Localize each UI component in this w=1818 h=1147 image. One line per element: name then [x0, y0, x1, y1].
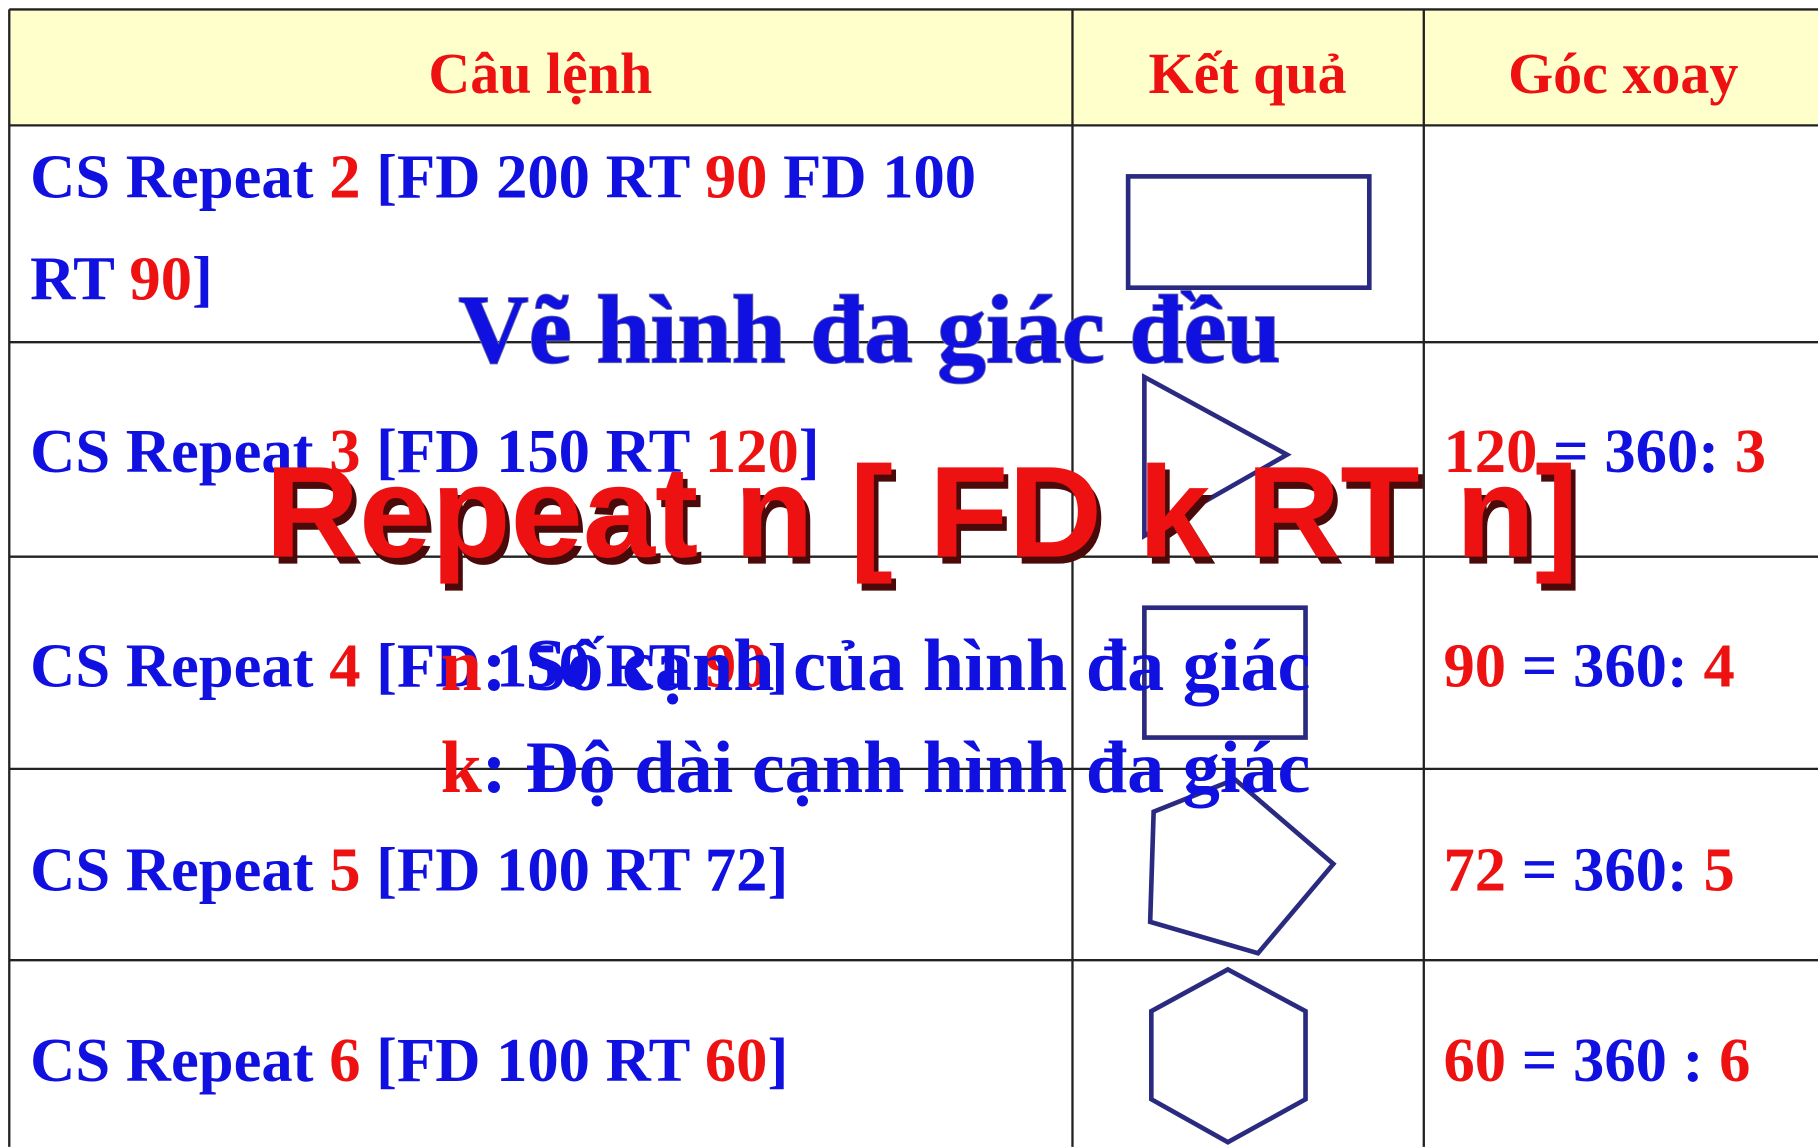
text-segment: CS Repeat — [30, 141, 329, 211]
text-segment: 120 — [705, 416, 799, 486]
angle-cell: 72 = 360: 5 — [1444, 835, 1735, 905]
text-segment: [FD 100 RT — [360, 1025, 704, 1095]
text-segment: FD 100 — [767, 141, 976, 211]
header-cell: Câu lệnh — [428, 41, 652, 106]
rectangle-shape — [1125, 174, 1372, 291]
hexagon-shape — [1149, 966, 1308, 1145]
overlay-note: k: Độ dài cạnh hình đa giác — [441, 727, 1311, 809]
text-segment: RT — [30, 243, 129, 313]
text-segment: CS Repeat — [30, 835, 329, 905]
text-segment: n — [441, 625, 482, 707]
angle-cell: 120 = 360: 3 — [1444, 416, 1767, 486]
angle-cell: 90 = 360: 4 — [1444, 631, 1735, 701]
text-segment: [FD 150 RT — [360, 631, 704, 701]
text-segment: 120 — [1444, 416, 1538, 486]
text-segment: CS Repeat — [30, 416, 329, 486]
command-cell: CS Repeat 4 [FD 150 RT 90] — [30, 631, 788, 701]
text-segment: 60 — [705, 1025, 768, 1095]
text-segment: = 360: — [1506, 835, 1703, 905]
command-cell: RT 90] — [30, 243, 213, 313]
text-segment: 90 — [129, 243, 192, 313]
text-segment: 6 — [329, 1025, 360, 1095]
pentagon-shape — [1147, 776, 1337, 956]
command-cell: CS Repeat 2 [FD 200 RT 90 FD 100 — [30, 141, 976, 211]
text-segment: : Độ dài cạnh hình đa giác — [482, 727, 1311, 809]
text-segment: [FD 150 RT — [360, 416, 704, 486]
text-segment: = 360: — [1506, 631, 1703, 701]
text-segment: 5 — [1703, 835, 1734, 905]
header-cell: Kết quả — [1149, 41, 1347, 106]
text-segment: 2 — [329, 141, 360, 211]
text-segment: : Số cạnh của hình đa giác — [482, 625, 1311, 707]
formula-shadow: Repeat n [ FD k RT n] — [270, 446, 1583, 592]
text-segment: 3 — [1735, 416, 1766, 486]
text-segment: 90 — [705, 141, 768, 211]
text-segment: 5 — [329, 835, 360, 905]
table-grid — [8, 8, 1818, 1147]
text-segment: CS Repeat — [30, 1025, 329, 1095]
text-segment: [FD 100 RT 72] — [360, 835, 788, 905]
header-cell: Góc xoay — [1508, 41, 1738, 106]
text-segment: 72 — [1444, 835, 1507, 905]
command-cell: CS Repeat 5 [FD 100 RT 72] — [30, 835, 788, 905]
text-segment: k — [441, 727, 483, 809]
text-segment: [FD 200 RT — [360, 141, 704, 211]
command-cell: CS Repeat 3 [FD 150 RT 120] — [30, 416, 819, 486]
command-cell: CS Repeat 6 [FD 100 RT 60] — [30, 1025, 788, 1095]
overlay-note: n: Số cạnh của hình đa giác — [441, 625, 1311, 707]
text-segment: CS Repeat — [30, 631, 329, 701]
text-segment: 4 — [1703, 631, 1734, 701]
text-segment: ] — [192, 243, 213, 313]
header-background — [9, 9, 1818, 126]
text-segment: = 360: — [1537, 416, 1734, 486]
text-segment: ] — [767, 631, 788, 701]
text-segment: 3 — [329, 416, 360, 486]
text-segment: = 360 : — [1506, 1025, 1719, 1095]
text-segment: 6 — [1719, 1025, 1750, 1095]
square-shape — [1142, 605, 1308, 740]
text-segment: ] — [767, 1025, 788, 1095]
text-segment: 90 — [1444, 631, 1507, 701]
text-segment: 4 — [329, 631, 360, 701]
overlay-title: Vẽ hình đa giác đều — [458, 276, 1280, 384]
text-segment: 90 — [705, 631, 768, 701]
text-segment: ] — [799, 416, 820, 486]
overlay-formula: Repeat n [ FD k RT n] — [265, 439, 1578, 585]
triangle-shape — [1142, 373, 1292, 540]
text-segment: 60 — [1444, 1025, 1507, 1095]
angle-cell: 60 = 360 : 6 — [1444, 1025, 1751, 1095]
